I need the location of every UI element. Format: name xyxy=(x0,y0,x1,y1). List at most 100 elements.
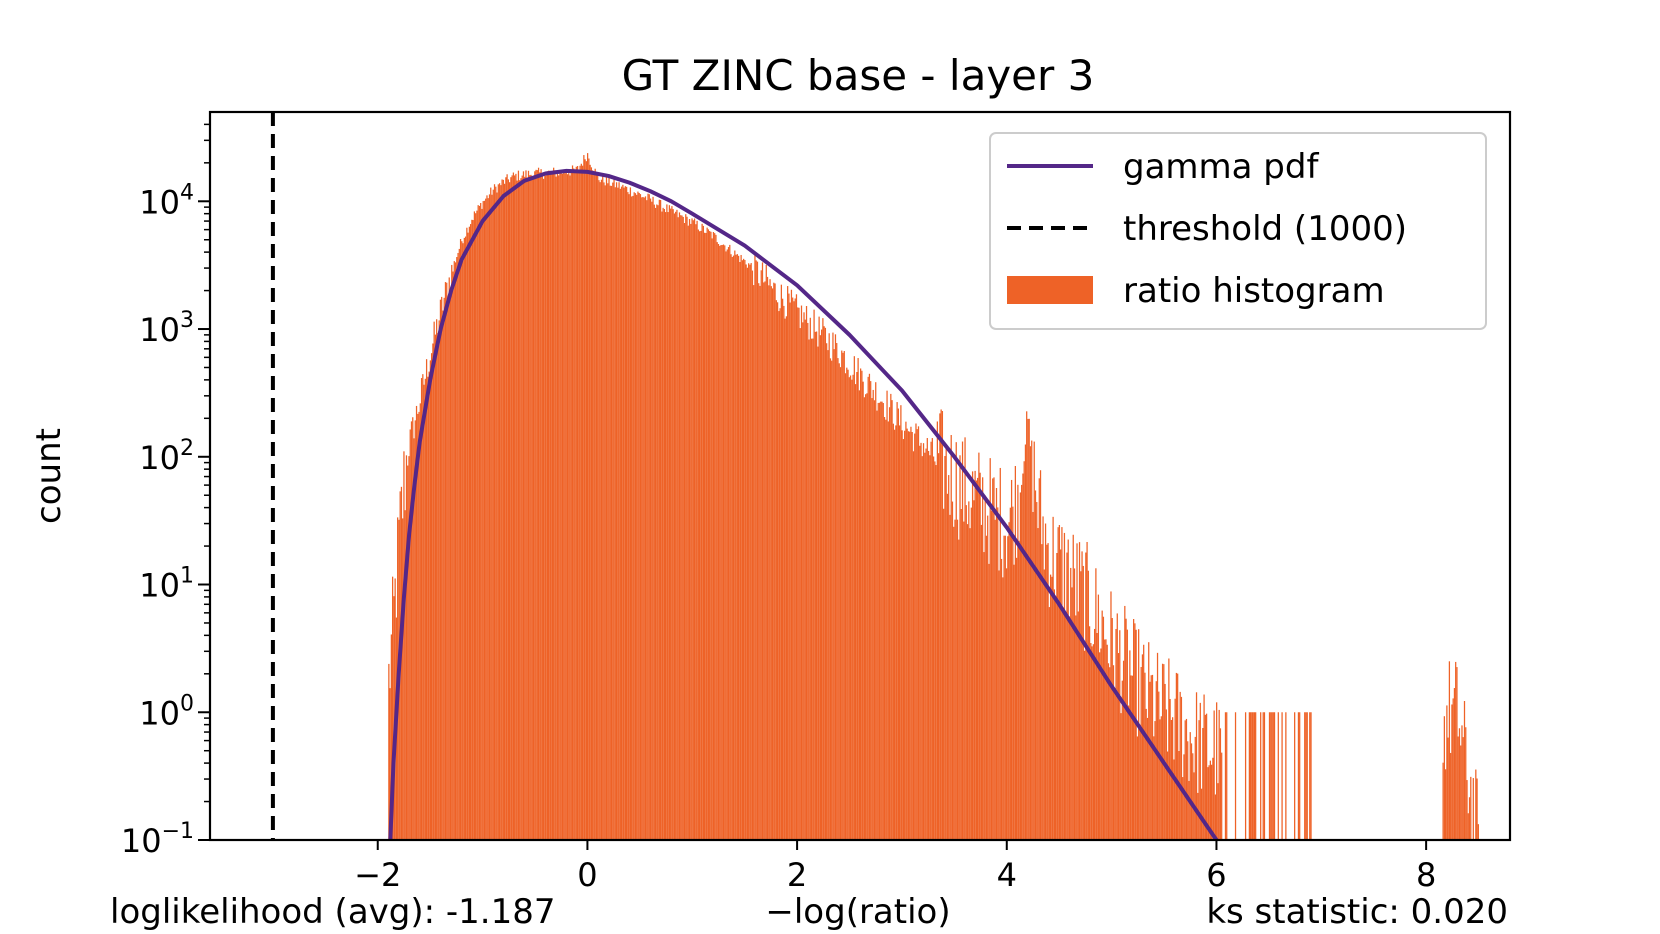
histogram-bar xyxy=(1455,661,1457,840)
histogram-bar xyxy=(721,244,723,840)
histogram-bar xyxy=(639,194,642,840)
histogram-bar xyxy=(614,187,616,840)
histogram-bar xyxy=(458,248,460,840)
histogram-bar xyxy=(1452,698,1454,840)
histogram-bar xyxy=(848,377,850,840)
histogram-bar xyxy=(462,243,464,840)
histogram-bar xyxy=(532,175,535,840)
histogram-bar xyxy=(1130,675,1132,840)
histogram-bar xyxy=(774,283,776,840)
histogram-bar xyxy=(597,175,599,840)
histogram-bar xyxy=(1111,618,1113,840)
histogram-bar xyxy=(662,207,664,840)
histogram-bar xyxy=(866,393,868,840)
histogram-bar xyxy=(451,264,453,840)
histogram-bar xyxy=(856,372,858,840)
histogram-bar xyxy=(629,187,632,840)
histogram-bar xyxy=(634,193,637,840)
histogram-bar xyxy=(603,182,605,840)
histogram-bar xyxy=(675,211,677,840)
histogram-bar xyxy=(1214,794,1217,840)
histogram-bar xyxy=(912,451,915,840)
histogram-bar xyxy=(886,390,888,840)
histogram-bar xyxy=(876,410,878,840)
histogram-bar xyxy=(989,458,991,840)
histogram-bar xyxy=(628,194,630,840)
histogram-bar xyxy=(953,526,955,840)
histogram-bar xyxy=(705,232,707,840)
histogram-bar xyxy=(1105,639,1107,840)
histogram-bar xyxy=(1112,665,1115,840)
histogram-bar xyxy=(1140,667,1142,840)
histogram-bar xyxy=(696,220,698,840)
histogram-bar xyxy=(819,335,821,840)
histogram-bar xyxy=(1120,713,1122,840)
histogram-bar xyxy=(805,306,808,840)
histogram-bar xyxy=(938,453,940,840)
histogram-bar xyxy=(1165,709,1167,840)
histogram-bar xyxy=(579,165,581,840)
y-tick-label: 102 xyxy=(139,436,194,477)
histogram-bar xyxy=(1042,516,1044,840)
histogram-bar xyxy=(1017,484,1019,840)
histogram-bar xyxy=(1177,673,1179,840)
histogram-bar xyxy=(595,172,598,840)
histogram-bar xyxy=(682,216,684,840)
histogram-bar xyxy=(1208,765,1210,840)
histogram-bar xyxy=(677,217,679,840)
histogram-bar xyxy=(598,180,600,840)
histogram-bar xyxy=(829,358,832,840)
histogram-bar xyxy=(545,172,547,840)
histogram-bar xyxy=(509,182,511,840)
histogram-bar xyxy=(720,245,722,840)
histogram-bar xyxy=(1012,506,1014,840)
histogram-bar xyxy=(1100,648,1102,840)
histogram-bar xyxy=(488,194,491,840)
histogram-bar xyxy=(492,189,494,840)
histogram-bar xyxy=(480,203,482,840)
histogram-bar xyxy=(833,349,835,840)
histogram-bar xyxy=(1053,589,1055,840)
histogram-bar xyxy=(443,297,445,840)
x-tick-label: 8 xyxy=(1416,856,1436,894)
histogram-bar xyxy=(1057,527,1059,840)
histogram-bar xyxy=(891,400,893,840)
histogram-bar xyxy=(822,318,824,840)
histogram-bar xyxy=(1183,754,1185,840)
histogram-bar xyxy=(632,195,634,840)
histogram-bar xyxy=(668,205,671,840)
histogram-bar xyxy=(769,279,771,840)
histogram-bar xyxy=(1062,607,1064,840)
histogram-bar xyxy=(680,215,682,840)
histogram-bar xyxy=(432,343,434,840)
histogram-bar xyxy=(910,426,912,840)
histogram-bar xyxy=(585,161,587,840)
legend-threshold-label: threshold (1000) xyxy=(1123,209,1407,249)
histogram-bar xyxy=(617,187,619,840)
histogram-bar xyxy=(1116,613,1118,840)
histogram-bar xyxy=(851,379,853,840)
histogram-bar xyxy=(619,188,621,840)
histogram-bar xyxy=(766,276,769,840)
histogram-bar xyxy=(503,183,506,840)
histogram-bar xyxy=(1087,570,1089,840)
histogram-bar xyxy=(589,164,591,840)
histogram-bar xyxy=(497,184,499,840)
histogram-bar xyxy=(512,172,515,840)
histogram-bar xyxy=(984,495,986,840)
gamma-pdf-line xyxy=(388,168,1292,840)
histogram-bar xyxy=(704,232,706,840)
histogram-bar xyxy=(610,185,613,840)
histogram-bar xyxy=(476,210,478,840)
histogram-bar xyxy=(1134,623,1136,840)
histogram-bar xyxy=(389,688,391,840)
histogram-bar xyxy=(526,177,528,840)
histogram-bar xyxy=(956,519,959,840)
histogram-bar xyxy=(1216,702,1218,840)
y-tick-label: 103 xyxy=(139,308,194,349)
histogram-bar xyxy=(427,376,429,840)
histogram-bar xyxy=(1039,470,1042,840)
histogram-bar xyxy=(1061,527,1063,840)
histogram-bar xyxy=(1163,664,1165,840)
y-tick-label: 101 xyxy=(139,564,194,605)
